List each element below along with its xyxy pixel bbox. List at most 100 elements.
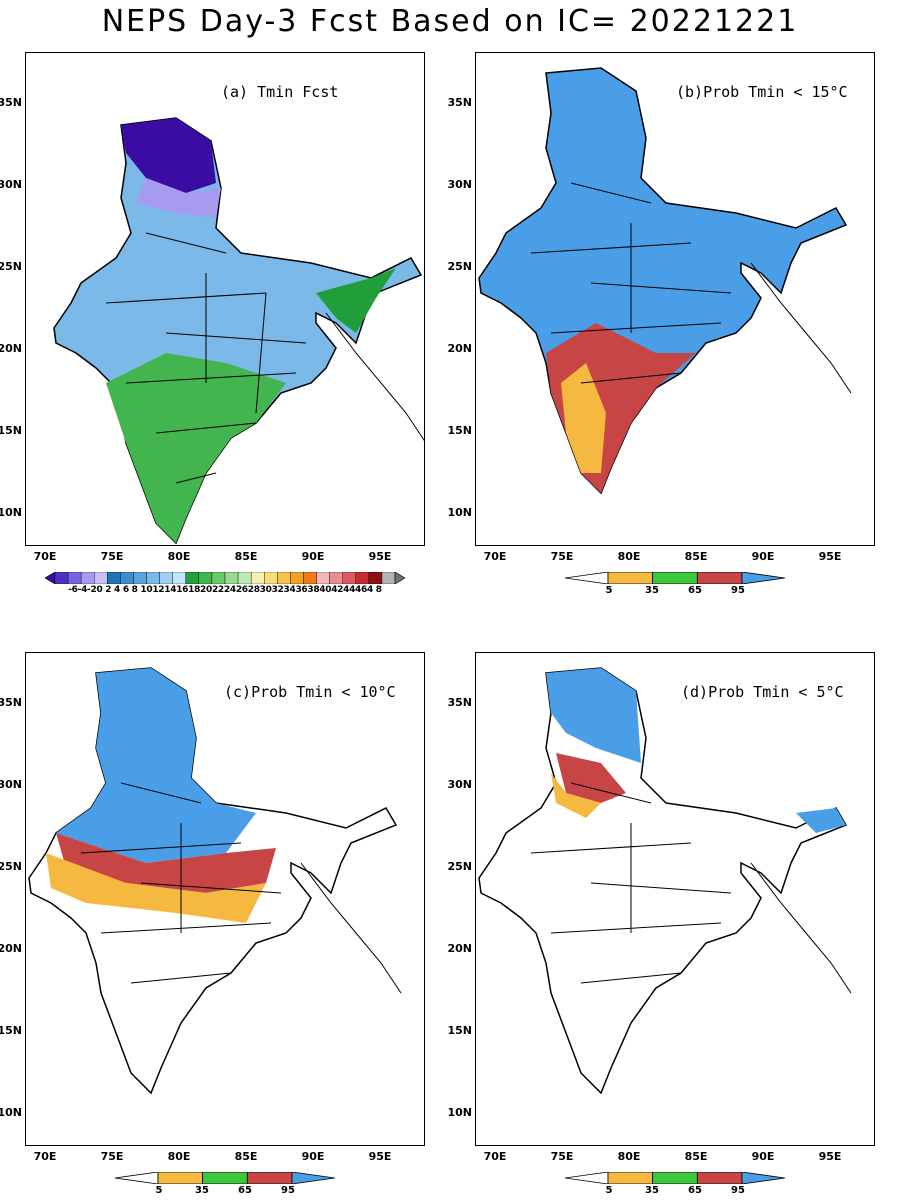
state-borders [530, 182, 732, 384]
colorbar-swatch [224, 572, 239, 584]
colorbar-swatch [80, 572, 95, 584]
lon-label: 85E [684, 550, 708, 563]
colorbar-cap-high [291, 1172, 335, 1184]
lat-label: 15N [447, 1024, 472, 1037]
state-borders [80, 782, 282, 984]
prob-colorbar-svg [115, 1172, 335, 1184]
kashmir-region [121, 118, 216, 193]
lon-label: 90E [301, 1150, 325, 1163]
lon-label: 90E [751, 1150, 775, 1163]
lat-label: 25N [0, 860, 22, 873]
prob-colorbar-svg [565, 1172, 785, 1184]
lat-label: 35N [447, 96, 472, 109]
lon-label: 80E [167, 550, 191, 563]
lat-label: 15N [0, 1024, 22, 1037]
lon-label: 75E [100, 550, 124, 563]
prob-tick: 5 [605, 585, 613, 596]
map-prob-10 [28, 667, 402, 1095]
lat-label: 25N [447, 260, 472, 273]
colorbar-swatch [652, 572, 698, 584]
india-landmass [478, 667, 848, 1095]
lat-label: 35N [447, 696, 472, 709]
colorbar-swatch [157, 1172, 204, 1184]
colorbar-swatch [277, 572, 291, 584]
lat-label: 15N [0, 424, 22, 437]
map-tmin-forecast [53, 117, 424, 545]
colorbar-swatch [94, 572, 108, 584]
state-borders [105, 232, 307, 484]
lon-label: 70E [33, 550, 57, 563]
low-prob-band [46, 853, 266, 923]
colorbar-swatch [120, 572, 134, 584]
south-warm-region [106, 353, 286, 543]
lat-label: 10N [447, 1106, 472, 1119]
lat-label: 20N [447, 942, 472, 955]
colorbar-swatch [290, 572, 304, 584]
colorbar-swatch [303, 572, 317, 584]
lon-label: 85E [234, 550, 258, 563]
colorbar-swatch [198, 572, 213, 584]
colorbar-cap-low [115, 1172, 159, 1184]
colorbar-swatch [368, 572, 383, 584]
bay-coastline [750, 262, 852, 394]
lon-label: 80E [167, 1150, 191, 1163]
northeast-high-prob [796, 808, 846, 833]
colorbar-swatch [54, 572, 69, 584]
lon-label: 70E [483, 1150, 507, 1163]
prob-colorbar-svg [565, 572, 785, 584]
colorbar-swatch [202, 1172, 248, 1184]
colorbar-cap-high [741, 1172, 785, 1184]
lat-label: 20N [0, 342, 22, 355]
colorbar-swatch [246, 1172, 293, 1184]
himalaya-low-prob [551, 773, 601, 818]
colorbar-swatch [607, 1172, 654, 1184]
lat-label: 20N [0, 942, 22, 955]
prob-colorbar-d [565, 1172, 785, 1184]
colorbar-swatch [107, 572, 121, 584]
map-prob-15 [478, 67, 852, 495]
prob-tick: 65 [238, 1185, 252, 1196]
lon-label: 75E [550, 550, 574, 563]
lat-label: 10N [0, 1106, 22, 1119]
colorbar-swatch [329, 572, 343, 584]
prob-tick: 35 [645, 585, 659, 596]
prob-colorbar-c [115, 1172, 335, 1184]
colorbar-swatch [172, 572, 186, 584]
temp-colorbar [45, 572, 405, 584]
colorbar-swatch [250, 572, 265, 584]
kashmir-high-prob [546, 668, 641, 763]
colorbar-swatch [146, 572, 160, 584]
colorbar-swatch [381, 572, 396, 584]
panel-prob-15: (b)Prob Tmin < 15°C [475, 52, 875, 546]
prob-colorbar-b [565, 572, 785, 584]
lon-label: 80E [617, 1150, 641, 1163]
colorbar-swatch [67, 572, 82, 584]
lon-label: 75E [100, 1150, 124, 1163]
bay-coastline [750, 862, 852, 994]
panel-prob-10: (c)Prob Tmin < 10°C [25, 652, 425, 1146]
colorbar-cap-low [565, 1172, 609, 1184]
colorbar-swatch [696, 1172, 743, 1184]
lon-label: 80E [617, 550, 641, 563]
panel-d-title: (d)Prob Tmin < 5°C [681, 683, 844, 701]
lat-label: 15N [447, 424, 472, 437]
colorbar-swatch [264, 572, 278, 584]
lat-label: 30N [447, 178, 472, 191]
lon-label: 70E [33, 1150, 57, 1163]
lon-label: 95E [368, 550, 392, 563]
panel-prob-5: (d)Prob Tmin < 5°C [475, 652, 875, 1146]
himalaya-belt [136, 178, 221, 218]
lon-label: 85E [234, 1150, 258, 1163]
temp-colorbar-ticks: -6-4-20 2 4 6 8 101214161820222426283032… [68, 585, 382, 595]
lat-label: 25N [447, 860, 472, 873]
bay-coastline [325, 312, 424, 441]
colorbar-swatch [316, 572, 330, 584]
lat-label: 10N [447, 506, 472, 519]
south-low-prob [561, 363, 606, 473]
panel-c-title: (c)Prob Tmin < 10°C [224, 683, 396, 701]
colorbar-swatch [696, 572, 743, 584]
prob-tick: 95 [731, 1185, 745, 1196]
lat-label: 20N [447, 342, 472, 355]
lon-label: 95E [818, 1150, 842, 1163]
bay-coastline [300, 862, 402, 994]
